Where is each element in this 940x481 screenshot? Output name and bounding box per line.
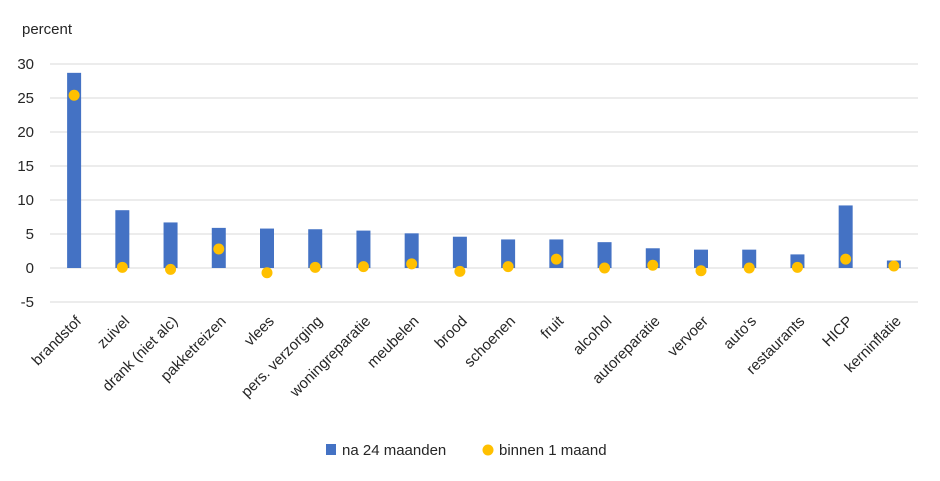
x-tick-label: HICP xyxy=(819,313,856,350)
bar xyxy=(742,249,757,268)
y-axis-ticks: -5 0 5 10 15 20 25 30 xyxy=(17,56,34,311)
marker-point xyxy=(502,261,514,273)
bar xyxy=(356,230,371,268)
bar xyxy=(260,228,274,268)
legend-label-marker: binnen 1 maand xyxy=(499,442,607,459)
bar xyxy=(404,233,419,268)
marker-point xyxy=(68,89,80,101)
marker-series xyxy=(68,89,900,279)
marker-point xyxy=(695,265,707,277)
marker-point xyxy=(213,243,225,255)
x-tick-label: fruit xyxy=(537,312,567,342)
bar xyxy=(452,236,467,268)
legend-label-bar: na 24 maanden xyxy=(342,442,446,459)
x-tick-label: meubelen xyxy=(364,313,423,372)
x-tick-label: brood xyxy=(432,313,471,352)
bar xyxy=(308,229,323,268)
y-tick-label: 30 xyxy=(17,56,34,73)
legend: na 24 maanden binnen 1 maand xyxy=(326,442,607,459)
marker-point xyxy=(791,261,803,273)
y-tick-label: 5 xyxy=(26,226,34,243)
marker-point xyxy=(647,259,659,271)
marker-point xyxy=(116,261,128,273)
y-tick-label: 10 xyxy=(17,192,34,209)
marker-point xyxy=(599,262,611,274)
marker-point xyxy=(840,253,852,265)
bar xyxy=(838,205,853,268)
gridlines xyxy=(50,63,918,303)
bar-series xyxy=(67,72,901,268)
marker-point xyxy=(357,261,369,273)
legend-swatch-marker xyxy=(482,444,494,456)
marker-point xyxy=(454,265,466,277)
x-tick-label: woningreparatie xyxy=(286,313,374,401)
bar xyxy=(67,72,82,268)
marker-point xyxy=(743,262,755,274)
y-tick-label: -5 xyxy=(21,294,34,311)
marker-point xyxy=(309,261,321,273)
y-axis-label: percent xyxy=(22,21,73,38)
bar xyxy=(163,222,178,268)
x-tick-label: brandstof xyxy=(29,312,86,369)
marker-point xyxy=(550,253,562,265)
x-tick-label: auto's xyxy=(720,313,760,353)
bar xyxy=(115,210,130,268)
bar xyxy=(694,249,708,268)
x-tick-label: zuivel xyxy=(94,313,133,352)
bar xyxy=(501,239,516,268)
y-tick-label: 15 xyxy=(17,158,34,175)
marker-point xyxy=(406,258,418,270)
x-tick-label: pers. verzorging xyxy=(238,313,326,401)
marker-point xyxy=(261,267,273,279)
marker-point xyxy=(888,260,900,272)
x-tick-label: schoenen xyxy=(461,313,519,371)
x-tick-label: vlees xyxy=(241,313,278,350)
x-tick-label: vervoer xyxy=(664,313,711,360)
y-tick-label: 0 xyxy=(26,260,34,277)
x-tick-label: alcohol xyxy=(570,313,616,359)
y-tick-label: 25 xyxy=(17,90,34,107)
legend-swatch-bar xyxy=(326,444,336,455)
marker-point xyxy=(165,263,177,275)
y-tick-label: 20 xyxy=(17,124,34,141)
bar xyxy=(597,242,612,268)
